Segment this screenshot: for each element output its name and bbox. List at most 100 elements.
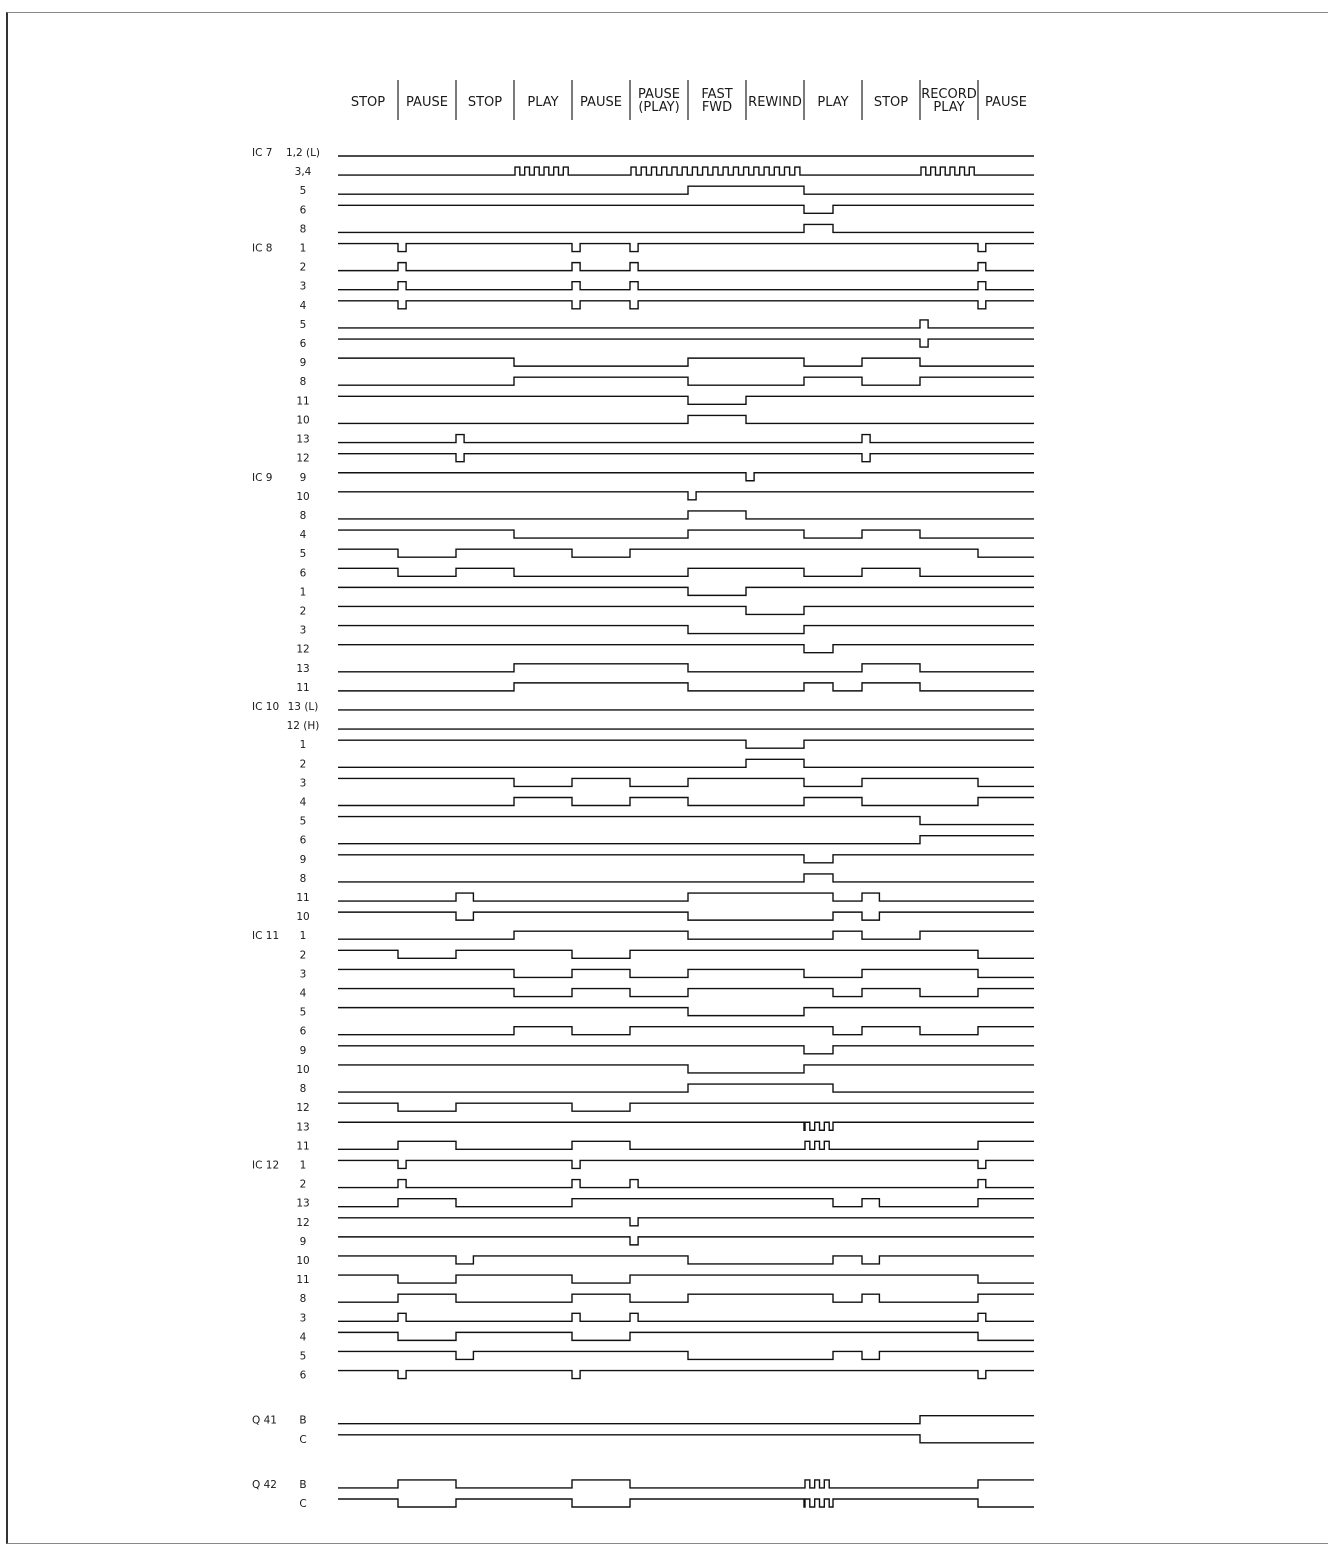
pin-label: 13 (296, 663, 309, 675)
signal-trace (338, 1006, 1034, 1017)
signal-trace (338, 586, 1034, 597)
signal-trace (338, 357, 1034, 367)
state-label: STOP (874, 95, 908, 110)
signal-trace (338, 643, 1034, 654)
signal-trace (338, 1434, 1034, 1444)
signal-trace (338, 1312, 1034, 1322)
pin-label: 5 (300, 548, 307, 560)
signal-trace (338, 682, 1034, 692)
signal-trace (338, 835, 1034, 845)
pin-label: 5 (300, 816, 307, 828)
signal-trace (338, 892, 1034, 902)
state-label: PLAY (527, 95, 558, 110)
group-label: IC 8 (252, 243, 272, 255)
pin-label: 4 (300, 529, 307, 541)
pin-label: 4 (300, 797, 307, 809)
pin-label: 3,4 (295, 166, 312, 178)
pin-label: 12 (296, 1102, 309, 1114)
state-label: STOP (468, 95, 502, 110)
pin-label: 8 (300, 510, 307, 522)
pin-label: 6 (300, 338, 307, 350)
pin-label: 12 (296, 644, 309, 656)
signal-trace (338, 376, 1034, 386)
pin-label: B (299, 1415, 306, 1427)
signal-trace (338, 1236, 1034, 1246)
pin-label: 4 (300, 988, 307, 1000)
signal-trace (338, 204, 1034, 215)
signal-trace (338, 873, 1034, 883)
pin-label: 5 (300, 185, 307, 197)
signal-trace (338, 166, 1034, 176)
signal-trace (338, 758, 1034, 768)
signal-trace (338, 261, 1034, 272)
pin-label: 3 (300, 281, 307, 293)
pin-label: 8 (300, 376, 307, 388)
signal-trace (338, 930, 1034, 940)
signal-trace (338, 1121, 1034, 1131)
pin-label: 10 (296, 1064, 309, 1076)
state-header: STOP PAUSE STOP PLAY PAUSE PAUSE (PLAY) FAST FWD… (351, 80, 1027, 120)
signal-trace (338, 1217, 1034, 1227)
signal-trace (338, 1255, 1034, 1265)
signal-trace (338, 854, 1034, 864)
group-label: IC 9 (252, 472, 272, 484)
pin-label: 10 (296, 491, 309, 503)
state-label: FAST FWD (701, 87, 732, 115)
pin-label: 3 (300, 1312, 307, 1324)
signal-trace (338, 433, 1034, 444)
signal-traces (338, 155, 1034, 1508)
pin-label: 5 (300, 1350, 307, 1362)
signal-trace (338, 548, 1034, 558)
pin-label: 6 (300, 835, 307, 847)
signal-trace (338, 1479, 1034, 1489)
pin-label: 13 (296, 434, 309, 446)
group-label: IC 7 (252, 147, 272, 159)
pin-label: 9 (300, 854, 307, 866)
pin-label: 6 (300, 1026, 307, 1038)
signal-trace (338, 223, 1034, 234)
signal-trace (338, 739, 1034, 749)
signal-trace (338, 1414, 1034, 1425)
signal-trace (338, 777, 1034, 788)
signal-trace (338, 663, 1034, 673)
pin-label: 1 (300, 586, 307, 598)
pin-label: 5 (300, 1007, 307, 1019)
pin-label: 3 (300, 968, 307, 980)
pin-label: 6 (300, 1370, 307, 1382)
pin-label: 2 (300, 1179, 307, 1191)
signal-trace (338, 1045, 1034, 1055)
pin-label: 13 (296, 1121, 309, 1133)
pin-label: 8 (300, 1083, 307, 1095)
page-frame (6, 12, 1328, 1544)
pin-label: 10 (296, 414, 309, 426)
pin-label: 11 (296, 1274, 309, 1286)
signal-trace (338, 1083, 1034, 1093)
signal-trace (338, 815, 1034, 826)
pin-label: 4 (300, 1331, 307, 1343)
pin-label: C (299, 1434, 306, 1446)
pin-label: 6 (300, 567, 307, 579)
pin-label: 8 (300, 873, 307, 885)
pin-label: 4 (300, 300, 307, 312)
pin-label: 11 (296, 1140, 309, 1152)
pin-label: 11 (296, 892, 309, 904)
signal-trace (338, 1140, 1034, 1151)
signal-trace (338, 1197, 1034, 1208)
signal-trace (338, 510, 1034, 520)
signal-trace (338, 529, 1034, 539)
signal-trace (338, 452, 1034, 463)
pin-label: 2 (300, 262, 307, 274)
signal-trace (338, 987, 1034, 998)
pin-label: 2 (300, 758, 307, 770)
pin-label: 9 (300, 357, 307, 369)
pin-label: 1 (300, 243, 307, 255)
pin-label: 1 (300, 739, 307, 751)
group-label: IC 11 (252, 930, 279, 942)
group-label: Q 41 (252, 1415, 277, 1427)
pin-label: 6 (300, 204, 307, 216)
pin-label: 12 (H) (287, 720, 320, 732)
signal-trace (338, 1331, 1034, 1342)
signal-trace (338, 1026, 1034, 1036)
signal-trace (338, 1293, 1034, 1303)
